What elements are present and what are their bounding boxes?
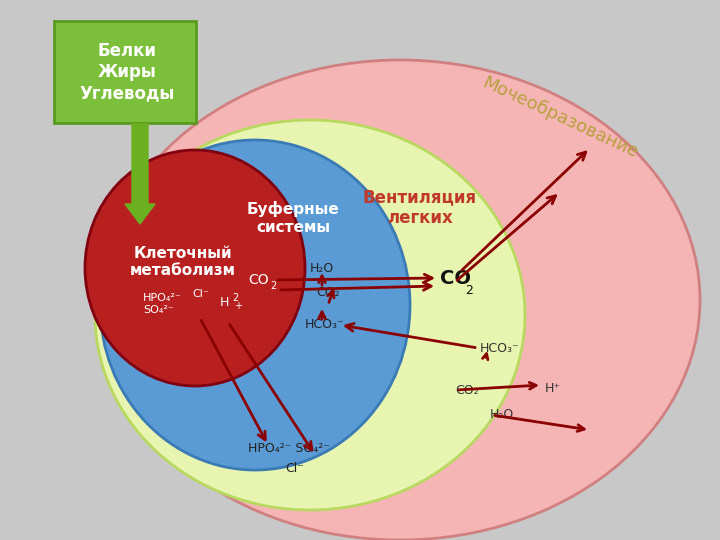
- Text: Cl⁻: Cl⁻: [192, 289, 209, 299]
- Text: CO₂: CO₂: [316, 286, 340, 299]
- Text: CO₂: CO₂: [455, 383, 479, 396]
- Text: Клеточный
метаболизм: Клеточный метаболизм: [130, 246, 236, 278]
- Text: Вентиляция
легких: Вентиляция легких: [363, 188, 477, 227]
- Text: 2: 2: [270, 281, 276, 291]
- Text: H⁺: H⁺: [545, 381, 561, 395]
- Ellipse shape: [95, 120, 525, 510]
- Text: Буферные
системы: Буферные системы: [247, 201, 339, 235]
- Ellipse shape: [100, 140, 410, 470]
- Text: HCO₃⁻: HCO₃⁻: [480, 341, 520, 354]
- Text: +: +: [234, 301, 242, 311]
- FancyBboxPatch shape: [54, 21, 196, 123]
- Text: HCO₃⁻: HCO₃⁻: [305, 319, 345, 332]
- Ellipse shape: [100, 60, 700, 540]
- FancyArrow shape: [125, 124, 155, 224]
- Text: SO₄²⁻: SO₄²⁻: [143, 305, 174, 315]
- Text: Cl⁻: Cl⁻: [285, 462, 304, 475]
- Text: H₂O: H₂O: [490, 408, 514, 422]
- Text: CO: CO: [440, 268, 471, 287]
- Text: 2: 2: [465, 284, 473, 296]
- Text: CO: CO: [248, 273, 269, 287]
- Text: HPO₄²⁻: HPO₄²⁻: [143, 293, 181, 303]
- Ellipse shape: [85, 150, 305, 386]
- Text: Белки
Жиры
Углеводы: Белки Жиры Углеводы: [79, 42, 175, 102]
- Text: H₂O: H₂O: [310, 261, 334, 274]
- Text: Мочеобразование: Мочеобразование: [479, 74, 641, 162]
- Text: HPO₄²⁻ SO₄²⁻: HPO₄²⁻ SO₄²⁻: [248, 442, 330, 455]
- Text: H: H: [220, 295, 230, 308]
- Text: 2: 2: [232, 293, 238, 303]
